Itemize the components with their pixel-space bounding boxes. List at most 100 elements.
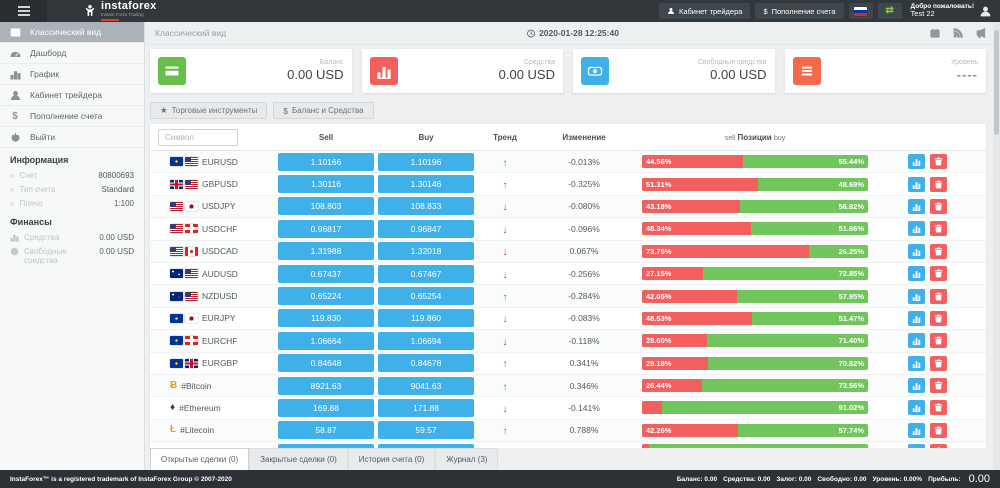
tab-open-trades[interactable]: Открытые сделки (0) (150, 448, 250, 470)
open-chart-button[interactable] (908, 422, 925, 438)
toolbar: ★ Торговые инструменты $ Баланс и Средст… (145, 93, 1000, 124)
positions-bar: 73.75% 26.25% (642, 244, 868, 258)
app-header: instaforex Instant Forex Trading Кабинет… (0, 0, 1000, 22)
sidebar-item-trader-cabinet[interactable]: Кабинет трейдера (0, 85, 144, 106)
trader-cabinet-button[interactable]: Кабинет трейдера (658, 3, 751, 19)
delete-button[interactable] (930, 154, 947, 170)
sell-button[interactable]: 8921.63 (278, 376, 374, 395)
sell-button[interactable]: 1.31988 (278, 242, 374, 261)
litecoin-icon: Ł (170, 424, 177, 436)
buy-button[interactable]: 1.06694 (378, 331, 474, 350)
delete-button[interactable] (930, 243, 947, 259)
delete-button[interactable] (930, 288, 947, 304)
positions-sell-segment (642, 311, 752, 325)
sell-button[interactable]: 169.88 (278, 398, 374, 417)
calendar-icon[interactable] (930, 28, 940, 38)
balance-and-funds-button[interactable]: $ Баланс и Средства (273, 102, 374, 119)
delete-button[interactable] (930, 221, 947, 237)
buy-button[interactable]: 59.57 (378, 421, 474, 440)
buy-button[interactable]: 0.96847 (378, 219, 474, 238)
open-chart-button[interactable] (908, 266, 925, 282)
open-chart-button[interactable] (908, 378, 925, 394)
delete-button[interactable] (930, 378, 947, 394)
sidebar-item-logout[interactable]: Выйти (0, 127, 144, 148)
sell-button[interactable] (278, 444, 374, 452)
person-icon (0, 90, 30, 101)
info-row-account: » Счет 80800693 (10, 170, 134, 180)
tab-closed-trades[interactable]: Закрытые сделки (0) (249, 448, 348, 470)
delete-button[interactable] (930, 400, 947, 416)
swap-view-button[interactable]: ⇄ (877, 3, 902, 19)
trading-instruments-button[interactable]: ★ Торговые инструменты (150, 102, 268, 119)
buy-button[interactable]: 1.32018 (378, 242, 474, 261)
open-chart-button[interactable] (908, 154, 925, 170)
sell-button[interactable]: 0.67437 (278, 264, 374, 283)
sell-button[interactable]: 1.06664 (278, 331, 374, 350)
sell-button[interactable]: 108.803 (278, 197, 374, 216)
footer-stat-level: Уровень: 0.00% (872, 475, 923, 483)
open-chart-button[interactable] (908, 243, 925, 259)
au-flag-icon (170, 269, 183, 279)
megaphone-icon[interactable] (976, 28, 986, 38)
open-chart-button[interactable] (908, 400, 925, 416)
sell-button[interactable]: 119.830 (278, 309, 374, 328)
hamburger-menu-icon[interactable] (0, 0, 47, 22)
quote-row: USDJPY 108.803 108.833 ↓ -0.080% 43.18% … (150, 195, 986, 219)
deposit-button[interactable]: $ Пополнение счета (755, 3, 844, 19)
tab-journal[interactable]: Журнал (3) (435, 448, 499, 470)
open-chart-button[interactable] (908, 198, 925, 214)
buy-button[interactable]: 0.67467 (378, 264, 474, 283)
delete-button[interactable] (930, 176, 947, 192)
scrollbar-thumb[interactable] (994, 30, 999, 135)
delete-button[interactable] (930, 266, 947, 282)
buy-button[interactable]: 0.84678 (378, 354, 474, 373)
avatar[interactable] (979, 5, 992, 18)
positions-bar: 27.15% 72.85% (642, 267, 868, 281)
sell-button[interactable]: 1.10166 (278, 152, 374, 171)
chart-icon (912, 204, 921, 211)
open-chart-button[interactable] (908, 221, 925, 237)
symbol-name: EURJPY (202, 313, 236, 324)
positions-sell-segment (642, 379, 702, 393)
symbol-icons (170, 358, 198, 368)
buy-button[interactable]: 1.30146 (378, 175, 474, 194)
sidebar-item-deposit[interactable]: $ Пополнение счета (0, 106, 144, 127)
open-chart-button[interactable] (908, 355, 925, 371)
rss-icon[interactable] (953, 28, 963, 38)
sell-button[interactable]: 0.96817 (278, 219, 374, 238)
delete-button[interactable] (930, 355, 947, 371)
buy-button[interactable]: 1.10196 (378, 152, 474, 171)
sidebar-item-dashboard[interactable]: Дашборд (0, 43, 144, 64)
symbol-filter-input[interactable] (158, 128, 238, 146)
buy-button[interactable]: 0.65254 (378, 287, 474, 306)
sell-button[interactable]: 0.65224 (278, 287, 374, 306)
sidebar-item-classic-view[interactable]: Классический вид (0, 22, 144, 43)
delete-button[interactable] (930, 422, 947, 438)
swap-arrows-icon: ⇄ (885, 5, 894, 16)
symbol-icons: Ƀ (170, 380, 177, 391)
open-chart-button[interactable] (908, 333, 925, 349)
language-flag-button[interactable] (848, 3, 873, 19)
sell-button[interactable]: 58.87 (278, 421, 374, 440)
sell-button[interactable]: 1.30116 (278, 175, 374, 194)
symbol-icons (170, 179, 198, 189)
delete-button[interactable] (930, 333, 947, 349)
sidebar-item-chart[interactable]: График (0, 64, 144, 85)
buy-button[interactable]: 119.860 (378, 309, 474, 328)
delete-button[interactable] (930, 198, 947, 214)
open-chart-button[interactable] (908, 288, 925, 304)
username: Test 22 (910, 9, 935, 19)
buy-button[interactable]: 171.88 (378, 398, 474, 417)
delete-button[interactable] (930, 310, 947, 326)
buy-button[interactable]: 108.833 (378, 197, 474, 216)
positions-sell-label: 48.34% (646, 224, 672, 234)
tab-account-history[interactable]: История счета (0) (347, 448, 436, 470)
open-chart-button[interactable] (908, 310, 925, 326)
buy-button[interactable]: 9041.63 (378, 376, 474, 395)
finance-section-title: Финансы (10, 217, 52, 227)
vertical-scrollbar[interactable] (993, 22, 1000, 470)
buy-button[interactable] (378, 444, 474, 452)
open-chart-button[interactable] (908, 176, 925, 192)
positions-sell-label: 28.60% (646, 336, 672, 346)
sell-button[interactable]: 0.84648 (278, 354, 374, 373)
